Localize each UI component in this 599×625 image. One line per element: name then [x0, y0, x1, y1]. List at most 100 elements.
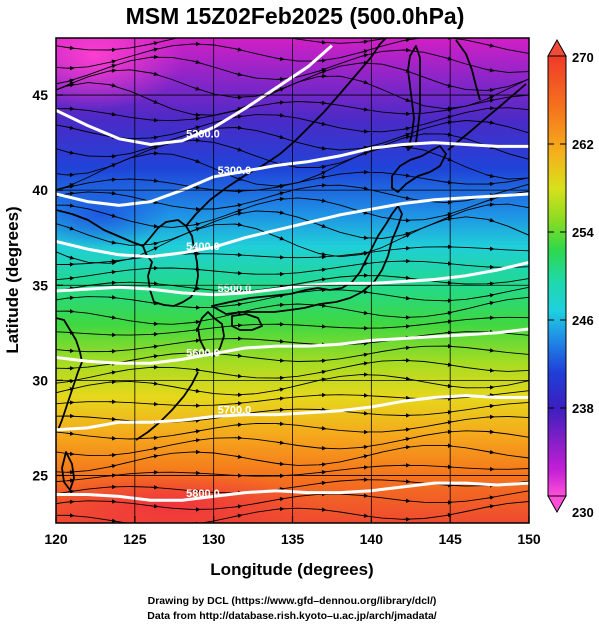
colorbar-ticks: 230 238 246 254 262 270 [548, 50, 594, 520]
streamline-arrow [108, 259, 117, 264]
streamline-arrow [360, 49, 369, 54]
streamline-arrow [528, 278, 529, 279]
streamline-arrow [444, 310, 453, 316]
colorbar-extend-bottom [547, 495, 567, 514]
streamline-arrow [360, 53, 369, 58]
height-contour-label: 5600.0 [186, 347, 220, 359]
streamline-arrow [150, 99, 159, 104]
streamline-arrow [486, 120, 495, 125]
streamline [56, 120, 529, 158]
streamline-arrow [192, 112, 201, 118]
streamline-arrow [528, 286, 529, 288]
x-tick-label: 145 [438, 531, 462, 547]
streamline-arrow [279, 38, 285, 39]
streamline-arrow [108, 315, 117, 320]
x-tick-label: 135 [281, 531, 305, 547]
streamline-arrow [108, 177, 117, 182]
streamline-arrow [108, 68, 117, 73]
streamline-arrow [276, 358, 285, 363]
streamline-arrow [66, 499, 75, 505]
streamline-arrow [150, 246, 159, 251]
streamline-arrow [276, 196, 285, 202]
y-axis-ticks: 25 30 35 40 45 [32, 87, 63, 483]
streamline-arrow [528, 437, 529, 438]
streamline-arrow [66, 83, 75, 88]
streamline-arrow [276, 496, 285, 502]
streamline-arrow [402, 345, 411, 351]
streamline-arrow [444, 83, 453, 88]
streamline [56, 49, 529, 85]
streamline-arrow [192, 438, 201, 443]
streamline-arrow [150, 281, 159, 286]
coastline-korea [142, 219, 199, 307]
streamline [56, 260, 529, 281]
x-tick-label: 150 [517, 531, 541, 547]
streamline-arrow [234, 513, 243, 518]
plot-area: 5200.0 5300.0 5400.0 5500.0 5600.0 5700.0 5800… [55, 33, 530, 524]
streamline-arrow [318, 58, 327, 63]
height-contour-label: 5400.0 [186, 241, 220, 253]
streamline [56, 38, 389, 51]
streamline [56, 374, 529, 396]
streamline-arrow [402, 97, 411, 102]
streamline-arrow [402, 126, 411, 131]
streamline-arrow [276, 387, 285, 392]
streamline [56, 444, 529, 473]
streamline-arrow [444, 512, 453, 518]
streamline-arrow [402, 132, 411, 138]
streamline-arrow [360, 186, 369, 191]
cold-core [56, 38, 185, 110]
colorbar: 230 238 246 254 262 270 [547, 38, 594, 520]
streamline-arrow [108, 213, 117, 218]
height-contour-label: 5300.0 [218, 165, 252, 177]
streamline-arrow [486, 449, 495, 455]
streamline-arrow [318, 480, 327, 486]
streamline-arrow [234, 208, 243, 214]
streamline-arrow [528, 369, 529, 371]
streamline-arrow [360, 250, 369, 256]
streamline-arrow [318, 40, 327, 45]
height-contour-label: 5700.0 [218, 404, 252, 416]
streamline-arrow [66, 226, 75, 231]
streamline-arrow [318, 164, 327, 170]
streamline-arrow [234, 47, 243, 52]
streamline-arrow [192, 388, 201, 394]
streamline-arrow [276, 339, 285, 344]
streamline-arrow [402, 445, 411, 450]
streamline-arrow [276, 100, 285, 105]
streamline-arrow [276, 506, 285, 512]
coastline-china-east [56, 317, 83, 431]
streamline-arrow [486, 293, 495, 298]
streamline-arrow [402, 233, 411, 238]
streamline-arrow [234, 302, 243, 307]
streamline-arrow [528, 177, 529, 178]
streamline-arrow [402, 38, 411, 43]
streamline-arrow [318, 74, 327, 79]
streamline-arrow [108, 518, 117, 523]
streamline-arrow [276, 56, 285, 62]
streamline-arrow [486, 106, 495, 111]
streamline-arrow [276, 302, 285, 308]
streamline-arrow [402, 376, 411, 381]
streamline-arrow [150, 354, 159, 359]
streamline-arrow [360, 129, 369, 134]
streamline-arrow [276, 113, 285, 118]
streamline-arrow [150, 145, 159, 151]
colorbar-tick-label: 246 [572, 313, 594, 328]
colorbar-body [547, 55, 567, 497]
streamline-arrow [402, 427, 411, 432]
credit-line-1: Drawing by DCL (https://www.gfd–dennou.o… [148, 595, 437, 607]
streamline-arrow [318, 303, 327, 308]
streamline-arrow [444, 157, 453, 162]
streamline-arrow [108, 191, 117, 196]
streamline-arrow [66, 184, 75, 189]
coastlines [56, 38, 527, 491]
streamline-arrow [192, 319, 201, 325]
coastline-honshu [211, 205, 403, 315]
streamline-arrow [108, 370, 117, 375]
streamline-arrow [108, 379, 117, 385]
streamline-arrow [444, 330, 453, 335]
streamline-arrow [528, 380, 529, 381]
streamline-arrow [360, 454, 369, 459]
streamline-arrow [403, 33, 410, 35]
